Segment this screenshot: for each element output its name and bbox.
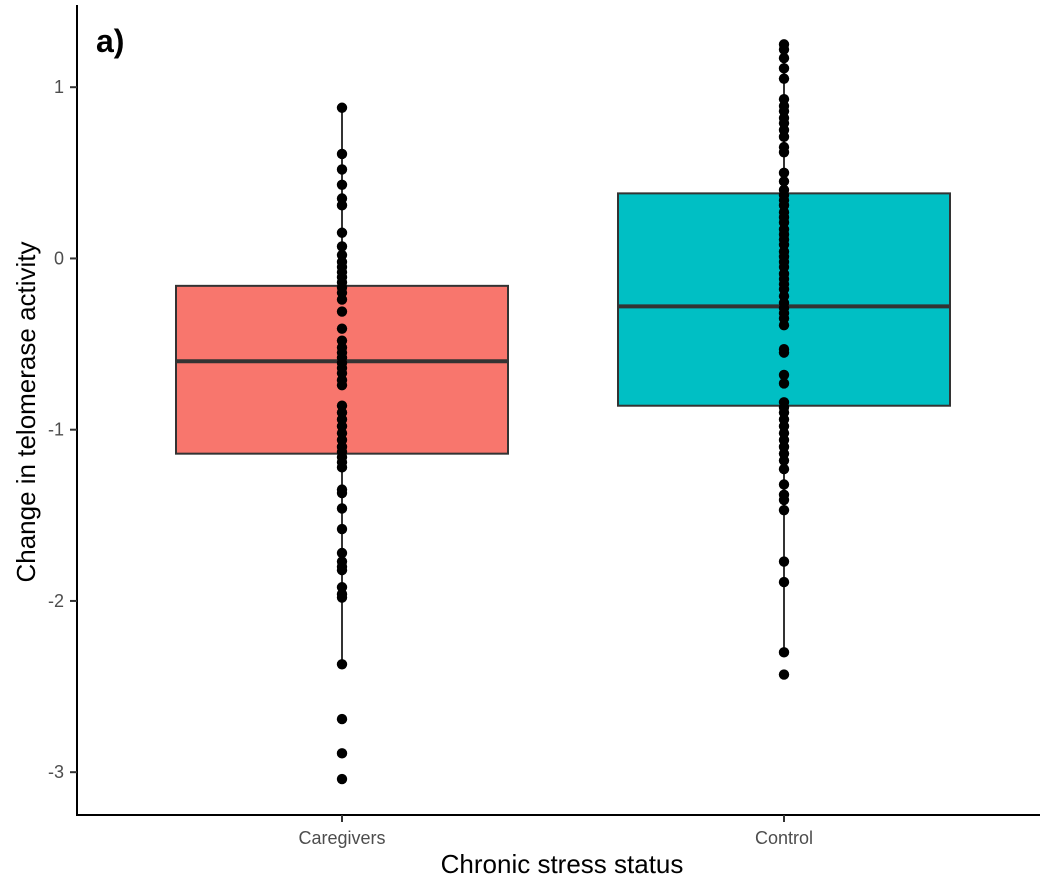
- panel-label: a): [96, 23, 124, 59]
- data-point-caregivers: [336, 294, 348, 305]
- data-point-caregivers: [336, 523, 348, 535]
- data-point-caregivers: [336, 179, 348, 191]
- data-point-caregivers: [336, 306, 348, 317]
- data-point-control: [778, 347, 790, 358]
- data-point-caregivers: [336, 379, 348, 391]
- data-point-caregivers: [336, 547, 348, 559]
- data-point-caregivers: [336, 564, 348, 576]
- data-point-caregivers: [336, 241, 348, 252]
- x-ticks-layer: Caregivers Control: [298, 815, 813, 848]
- data-point-control: [778, 378, 790, 389]
- data-point-control: [778, 52, 790, 64]
- y-axis-title: Change in telomerase activity: [11, 241, 41, 582]
- data-point-caregivers: [336, 773, 348, 785]
- data-point-caregivers: [336, 148, 348, 160]
- data-point-caregivers: [336, 227, 348, 238]
- data-point-caregivers: [336, 592, 348, 603]
- data-point-control: [778, 63, 790, 74]
- y-tick-label: -2: [48, 591, 64, 611]
- data-point-control: [778, 131, 790, 143]
- data-point-control: [778, 494, 790, 506]
- x-tick-label: Caregivers: [298, 828, 385, 848]
- data-point-control: [778, 647, 790, 658]
- data-point-control: [778, 576, 790, 588]
- data-point-caregivers: [336, 659, 348, 670]
- data-point-control: [778, 320, 790, 331]
- x-axis-title: Chronic stress status: [441, 849, 684, 879]
- y-ticks-layer: -3 -2 -1 0 1: [48, 77, 77, 782]
- data-point-caregivers: [336, 487, 348, 499]
- data-point-control: [778, 479, 790, 490]
- data-point-control: [778, 176, 790, 187]
- points-layer: [336, 39, 790, 785]
- data-point-control: [778, 369, 790, 381]
- data-point-control: [778, 463, 790, 475]
- data-point-control: [778, 167, 790, 179]
- y-tick-label: -3: [48, 762, 64, 782]
- data-point-caregivers: [336, 323, 348, 334]
- data-point-control: [778, 556, 790, 567]
- y-tick-label: 1: [54, 77, 64, 97]
- data-point-control: [778, 147, 790, 158]
- data-point-control: [778, 669, 790, 680]
- data-point-caregivers: [336, 164, 348, 175]
- x-tick-label: Control: [755, 828, 813, 848]
- data-point-caregivers: [336, 748, 348, 759]
- data-point-caregivers: [336, 503, 348, 514]
- y-tick-label: -1: [48, 420, 64, 440]
- axes-layer: [76, 5, 1040, 816]
- data-point-caregivers: [336, 200, 348, 211]
- data-point-caregivers: [336, 102, 348, 113]
- data-point-control: [778, 44, 790, 55]
- boxes-layer: [175, 44, 951, 665]
- data-point-caregivers: [336, 462, 348, 473]
- data-point-control: [778, 73, 790, 84]
- y-tick-label: 0: [54, 248, 64, 268]
- data-point-caregivers: [336, 713, 348, 725]
- data-point-control: [778, 504, 790, 516]
- data-point-control: [778, 455, 790, 466]
